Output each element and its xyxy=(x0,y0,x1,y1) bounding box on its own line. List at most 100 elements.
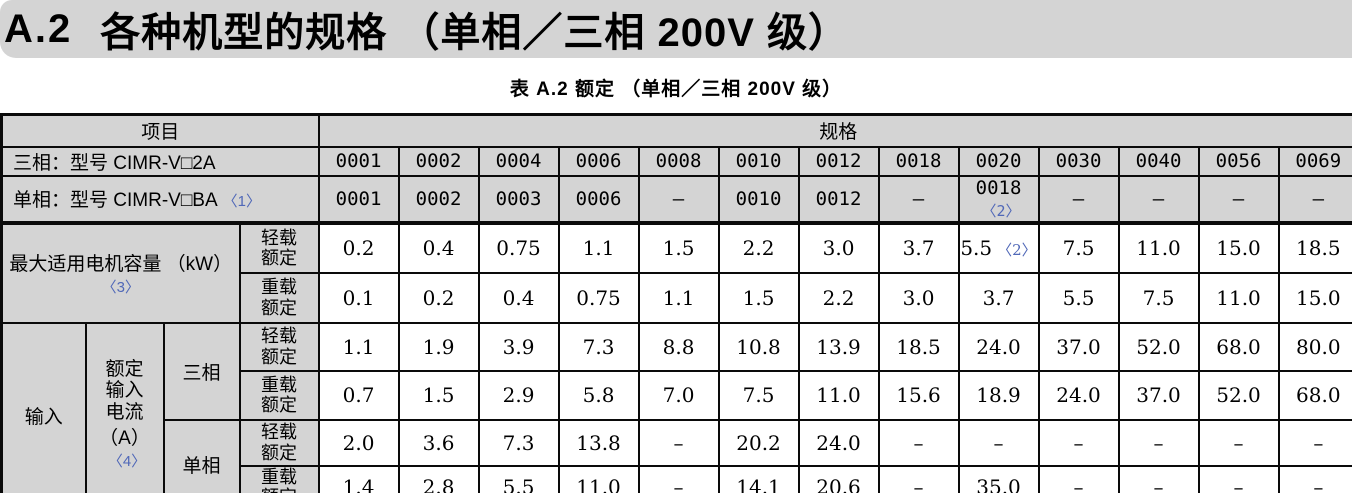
model-cell: 0003 xyxy=(477,174,560,225)
model-cell: – xyxy=(1117,174,1200,225)
input-single-phase-light-row: 单相 轻载 额定 2.0 3.6 7.3 13.8 – 20.2 24.0 – … xyxy=(2,418,1352,493)
value-cell: 5.5 xyxy=(1037,271,1120,324)
model-cell: 0069 xyxy=(1277,145,1352,177)
model-cell: – xyxy=(1277,174,1352,225)
value-cell: – xyxy=(877,464,960,493)
model-cell: 0006 xyxy=(557,174,640,225)
model-cell: 0008 xyxy=(637,145,720,177)
value-cell: – xyxy=(1037,418,1120,467)
model-cell: 0001 xyxy=(317,174,400,225)
light-load-label: 轻载 额定 xyxy=(238,321,320,372)
value-cell: 7.5 xyxy=(1037,221,1120,274)
value-cell: 37.0 xyxy=(1037,321,1120,372)
footnote-2-marker: 〈2〉 xyxy=(981,201,1021,220)
value-cell: 37.0 xyxy=(1117,369,1200,421)
model-cell: – xyxy=(1037,174,1120,225)
value-cell: 1.4 xyxy=(317,464,400,493)
model-cell: 0012 xyxy=(797,174,880,225)
value-cell: 3.0 xyxy=(877,271,960,324)
value-cell: 15.6 xyxy=(877,369,960,421)
model-cell: 0012 xyxy=(797,145,880,177)
value-cell: 0.75 xyxy=(477,221,560,274)
value-cell: 52.0 xyxy=(1117,321,1200,372)
section-title: 各种机型的规格 （单相／三相 200V 级） xyxy=(100,11,850,55)
three-phase-model-label: 三相：型号 CIMR-V□2A xyxy=(0,145,320,177)
value-cell: 1.5 xyxy=(717,271,800,324)
value-cell: 11.0 xyxy=(1197,271,1280,324)
value-cell: 13.8 xyxy=(557,418,640,467)
footnote-1-marker: 〈1〉 xyxy=(222,193,261,210)
light-load-label: 轻载 额定 xyxy=(238,221,320,274)
input-three-phase-light-row: 输入 额定 输入 电流 （A）〈4〉 三相 轻载 额定 1.1 1.9 3.9 … xyxy=(0,321,1352,493)
model-cell: 0006 xyxy=(557,145,640,177)
value-cell: – xyxy=(1277,464,1352,493)
value-cell: 1.1 xyxy=(637,271,720,324)
value-cell: 0.1 xyxy=(317,271,400,324)
header-row: 项目 规格 xyxy=(0,113,1352,148)
value-cell: – xyxy=(1197,464,1280,493)
value-cell: 5.8 xyxy=(557,369,640,421)
single-phase-model-row: 单相：型号 CIMR-V□BA 〈1〉 0001 0002 0003 0006 –… xyxy=(0,174,1352,225)
value-cell: 24.0 xyxy=(957,321,1040,372)
value-cell: 15.0 xyxy=(1197,221,1280,274)
model-cell: 0056 xyxy=(1197,145,1280,177)
model-cell: 0002 xyxy=(397,145,480,177)
value-cell: 0.7 xyxy=(317,369,400,421)
value-cell: 1.9 xyxy=(397,321,480,372)
value-cell: 18.5 xyxy=(1277,221,1352,274)
three-phase-model-row: 三相：型号 CIMR-V□2A 0001 0002 0004 0006 0008… xyxy=(0,145,1352,177)
light-load-label: 轻载 额定 xyxy=(238,418,320,467)
value-cell: – xyxy=(1117,418,1200,467)
value-cell: – xyxy=(1037,464,1120,493)
value-cell: 13.9 xyxy=(797,321,880,372)
section-number: A.2 xyxy=(4,6,73,51)
model-cell: 0001 xyxy=(317,145,400,177)
footnote-3-marker: 〈3〉 xyxy=(101,279,140,296)
value-cell-with-note: 5.5 〈2〉 xyxy=(957,221,1040,274)
model-cell: – xyxy=(637,174,720,225)
value-cell: 3.9 xyxy=(477,321,560,372)
model-cell: – xyxy=(1197,174,1280,225)
value-cell: 18.9 xyxy=(957,369,1040,421)
input-single-phase-heavy-row: 重载 额定 1.4 2.8 5.5 11.0 – 14.1 20.6 – 35.… xyxy=(2,464,1352,493)
model-cell: 0010 xyxy=(717,145,800,177)
value-cell: 7.3 xyxy=(477,418,560,467)
value-cell: 35.0 xyxy=(957,464,1040,493)
value-cell: – xyxy=(1197,418,1280,467)
value-cell: 7.5 xyxy=(717,369,800,421)
value-cell: 0.2 xyxy=(317,221,400,274)
single-phase-model-label: 单相：型号 CIMR-V□BA 〈1〉 xyxy=(0,174,320,225)
value-cell: – xyxy=(1117,464,1200,493)
motor-capacity-label: 最大适用电机容量 （kW） 〈3〉 xyxy=(0,221,241,324)
value-cell: 7.5 xyxy=(1117,271,1200,324)
heavy-load-label: 重载 额定 xyxy=(238,369,320,421)
motor-capacity-light-row: 最大适用电机容量 （kW） 〈3〉 轻载 额定 0.2 0.4 0.75 1.1… xyxy=(0,221,1352,324)
value-cell: 0.2 xyxy=(397,271,480,324)
value-cell: 1.5 xyxy=(637,221,720,274)
value-cell: 2.8 xyxy=(397,464,480,493)
value-cell: 0.4 xyxy=(397,221,480,274)
value-cell: 2.2 xyxy=(797,271,880,324)
spec-table: 项目 规格 三相：型号 CIMR-V□2A 0001 0002 0004 000… xyxy=(0,113,1352,493)
value-cell: 24.0 xyxy=(1037,369,1120,421)
motor-capacity-heavy-row: 重载 额定 0.1 0.2 0.4 0.75 1.1 1.5 2.2 3.0 3… xyxy=(2,271,1352,324)
model-cell: – xyxy=(877,174,960,225)
value-cell: 2.0 xyxy=(317,418,400,467)
value-cell: 68.0 xyxy=(1277,369,1352,421)
value-cell: 0.75 xyxy=(557,271,640,324)
input-label: 输入 xyxy=(0,321,87,493)
value-cell: 7.3 xyxy=(557,321,640,372)
three-phase-label: 三相 xyxy=(162,321,241,421)
value-cell: 1.5 xyxy=(397,369,480,421)
spec-header-cell: 规格 xyxy=(317,113,1352,148)
value-cell: 15.0 xyxy=(1277,271,1352,324)
value-cell: 3.0 xyxy=(797,221,880,274)
heavy-load-label: 重载 额定 xyxy=(238,464,320,493)
value-cell: 5.5 xyxy=(477,464,560,493)
value-cell: 10.8 xyxy=(717,321,800,372)
footnote-2-marker: 〈2〉 xyxy=(997,241,1037,259)
value-cell: 18.5 xyxy=(877,321,960,372)
model-cell-with-note: 0018〈2〉 xyxy=(957,174,1040,225)
footnote-4-marker: 〈4〉 xyxy=(107,452,147,470)
value-cell: 68.0 xyxy=(1197,321,1280,372)
